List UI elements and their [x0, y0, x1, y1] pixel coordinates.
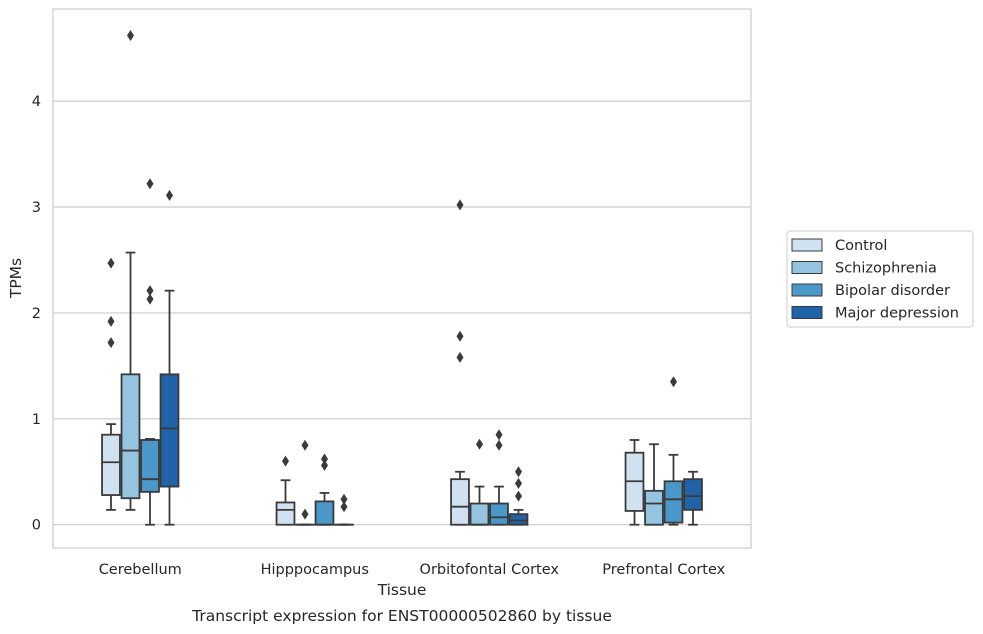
- box-bipolar-disorder: [663, 376, 684, 526]
- outlier-point: [107, 257, 115, 269]
- outlier-point: [476, 438, 483, 450]
- outlier-point: [282, 455, 289, 467]
- box-body: [489, 502, 509, 526]
- x-tick-labels: Cerebellum Hipppocampus Orbitofontal Corte…: [99, 562, 726, 578]
- box-major-depression: [508, 466, 529, 526]
- outlier-point: [495, 439, 503, 451]
- outlier-point: [146, 293, 154, 305]
- y-tick-label: 3: [32, 200, 41, 216]
- y-tick-label: 2: [32, 306, 41, 322]
- legend-swatch: [791, 306, 823, 319]
- legend-swatch: [791, 261, 823, 274]
- outlier-point: [340, 493, 348, 505]
- box-major-depression: [334, 493, 354, 526]
- box-body: [101, 433, 121, 496]
- y-tick-label: 0: [32, 518, 41, 534]
- x-tick-label: Orbitofontal Cortex: [420, 562, 560, 578]
- box-schizophrenia: [120, 29, 141, 511]
- outlier-point: [146, 178, 154, 190]
- x-tick-label: Cerebellum: [99, 562, 182, 578]
- legend: Control Schizophrenia Bipolar disorder Majo…: [786, 230, 974, 328]
- box-schizophrenia: [644, 443, 664, 526]
- outlier-point: [107, 315, 115, 327]
- box-control: [275, 455, 296, 526]
- box-bipolar-disorder: [140, 178, 160, 526]
- x-axis-title: Tissue: [377, 581, 427, 599]
- y-tick-label: 1: [32, 412, 41, 428]
- box-major-depression: [159, 189, 180, 526]
- box-schizophrenia: [469, 438, 490, 526]
- box-body: [469, 502, 490, 526]
- box-bipolar-disorder: [489, 429, 509, 526]
- box-control: [450, 199, 470, 526]
- legend-label: Control: [835, 238, 887, 254]
- legend-swatch: [791, 238, 823, 252]
- y-tick-labels: 0 1 2 3 4: [32, 94, 41, 534]
- box-body: [644, 489, 664, 526]
- legend-swatch: [791, 283, 823, 297]
- plot-frame: [52, 8, 752, 549]
- box-control: [101, 257, 121, 511]
- legend-frame: [786, 230, 974, 328]
- outlier-point: [107, 337, 115, 349]
- box-body: [683, 478, 703, 511]
- box-body: [314, 500, 335, 526]
- outlier-point: [146, 285, 154, 297]
- box-schizophrenia: [295, 439, 315, 526]
- outlier-point: [301, 439, 309, 451]
- outlier-point: [166, 189, 173, 201]
- x-tick-label: Prefrontal Cortex: [602, 562, 725, 578]
- outlier-point: [515, 477, 522, 489]
- outlier-point: [495, 429, 503, 441]
- outlier-point: [456, 351, 464, 363]
- outlier-point: [456, 199, 464, 211]
- outlier-point: [670, 376, 677, 388]
- box-major-depression: [683, 470, 703, 526]
- box-control: [624, 439, 645, 526]
- outlier-point: [340, 501, 348, 513]
- legend-label: Schizophrenia: [835, 261, 937, 277]
- outlier-point: [321, 459, 328, 471]
- legend-label: Bipolar disorder: [835, 283, 950, 299]
- outlier-point: [515, 466, 522, 478]
- x-tick-label: Hipppocampus: [261, 562, 369, 578]
- box-body: [159, 373, 180, 488]
- box-body: [140, 439, 160, 493]
- boxes: [101, 29, 703, 526]
- box-body: [663, 480, 684, 524]
- box-body: [120, 373, 141, 500]
- box-body: [508, 513, 529, 526]
- outlier-point: [321, 453, 328, 465]
- y-tick-label: 4: [32, 94, 41, 110]
- box-body: [450, 478, 470, 526]
- outlier-point: [515, 490, 522, 502]
- box-bipolar-disorder: [314, 453, 335, 526]
- chart-title: Transcript expression for ENST0000050286…: [191, 607, 612, 625]
- legend-label: Major depression: [835, 306, 959, 322]
- outlier-point: [127, 29, 134, 41]
- outlier-point: [456, 330, 464, 342]
- box-body: [275, 501, 296, 526]
- outlier-point: [301, 508, 309, 520]
- y-axis-title: TPMs: [7, 258, 25, 299]
